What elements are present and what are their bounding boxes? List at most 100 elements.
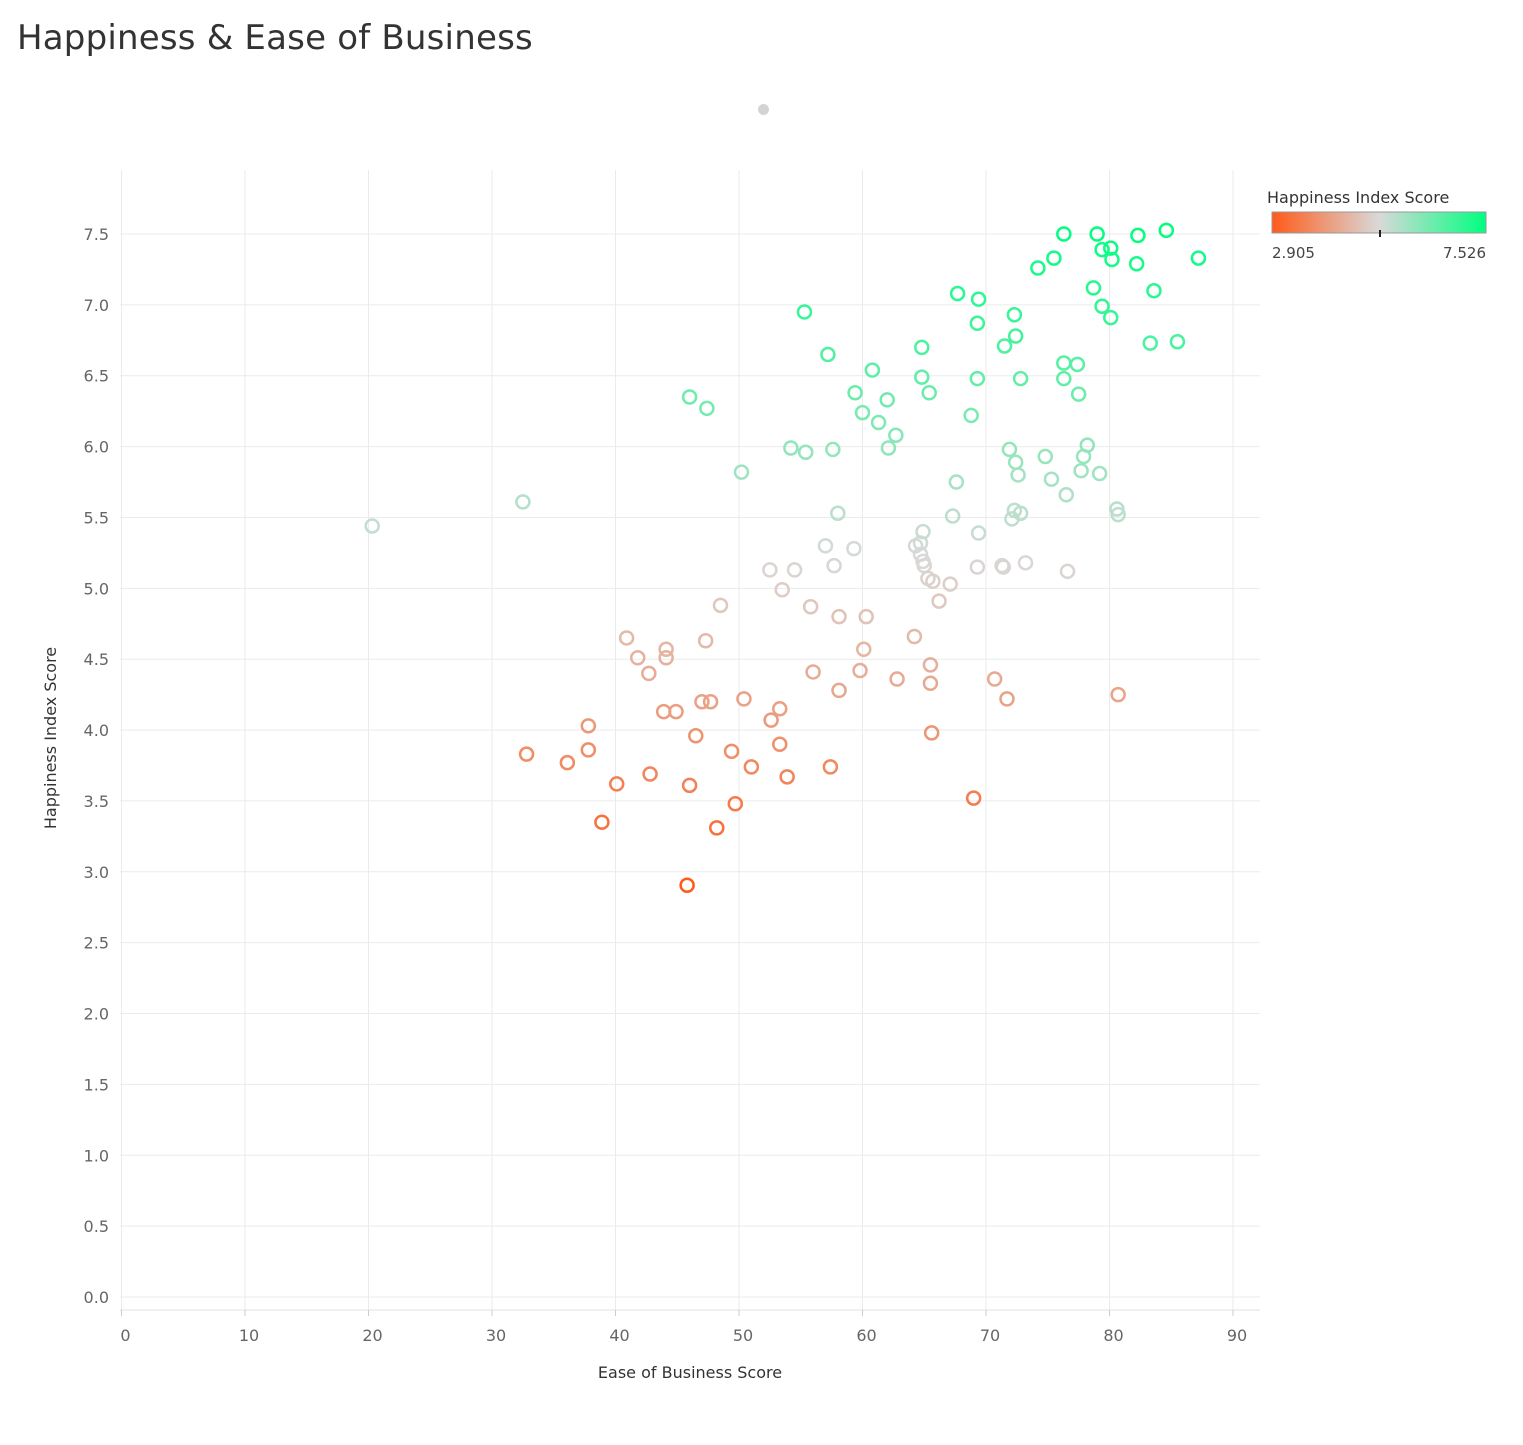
- data-point[interactable]: [1073, 462, 1089, 479]
- data-point[interactable]: [1169, 333, 1186, 350]
- data-point[interactable]: [1094, 298, 1110, 315]
- data-point[interactable]: [906, 628, 923, 645]
- data-point[interactable]: [1079, 437, 1096, 453]
- data-point[interactable]: [772, 701, 788, 717]
- data-point[interactable]: [831, 682, 847, 699]
- data-point[interactable]: [921, 384, 937, 401]
- data-point[interactable]: [817, 538, 834, 554]
- data-point[interactable]: [774, 582, 790, 598]
- data-point[interactable]: [831, 608, 847, 625]
- data-point[interactable]: [1007, 454, 1024, 470]
- data-point[interactable]: [1130, 227, 1146, 244]
- data-point[interactable]: [779, 769, 795, 785]
- data-point[interactable]: [1010, 467, 1026, 483]
- data-point[interactable]: [364, 518, 380, 534]
- data-point[interactable]: [658, 641, 674, 658]
- data-point[interactable]: [880, 440, 897, 456]
- data-point[interactable]: [712, 597, 729, 614]
- page-indicator-dot[interactable]: [758, 104, 769, 115]
- data-point[interactable]: [679, 877, 695, 894]
- data-point[interactable]: [1070, 386, 1087, 402]
- data-point[interactable]: [970, 291, 987, 307]
- data-point[interactable]: [559, 754, 576, 771]
- data-point[interactable]: [969, 370, 986, 387]
- data-point[interactable]: [1102, 309, 1119, 326]
- data-point[interactable]: [1043, 471, 1060, 487]
- data-point[interactable]: [797, 444, 814, 461]
- data-point[interactable]: [642, 766, 658, 782]
- data-point[interactable]: [996, 338, 1013, 354]
- data-point[interactable]: [594, 814, 610, 830]
- data-point[interactable]: [1190, 250, 1207, 266]
- data-point[interactable]: [826, 557, 842, 574]
- data-point[interactable]: [995, 559, 1012, 575]
- data-point[interactable]: [805, 664, 821, 680]
- data-point[interactable]: [922, 675, 939, 692]
- data-point[interactable]: [1046, 250, 1062, 266]
- data-point[interactable]: [1059, 563, 1076, 580]
- data-point[interactable]: [743, 759, 760, 775]
- data-point[interactable]: [858, 608, 874, 625]
- data-point[interactable]: [1094, 241, 1110, 258]
- data-point[interactable]: [658, 650, 674, 666]
- data-point[interactable]: [854, 404, 871, 421]
- data-point[interactable]: [681, 777, 698, 794]
- data-point[interactable]: [965, 790, 982, 806]
- data-point[interactable]: [697, 633, 714, 649]
- data-point[interactable]: [852, 662, 868, 679]
- data-point[interactable]: [1089, 226, 1105, 242]
- data-point[interactable]: [1012, 505, 1029, 521]
- data-point[interactable]: [888, 427, 904, 444]
- data-point[interactable]: [1085, 280, 1102, 296]
- data-point[interactable]: [1069, 356, 1086, 373]
- data-point[interactable]: [1142, 335, 1159, 351]
- data-point[interactable]: [825, 441, 841, 458]
- data-point[interactable]: [1158, 222, 1175, 239]
- data-point[interactable]: [1128, 256, 1145, 272]
- data-point[interactable]: [641, 665, 657, 682]
- data-point[interactable]: [1110, 506, 1126, 523]
- data-point[interactable]: [802, 599, 819, 615]
- data-point[interactable]: [830, 505, 846, 521]
- data-point[interactable]: [925, 573, 941, 589]
- data-point[interactable]: [923, 725, 940, 741]
- data-point[interactable]: [1030, 260, 1046, 276]
- data-point[interactable]: [949, 285, 966, 302]
- data-point[interactable]: [870, 414, 887, 431]
- color-legend[interactable]: Happiness Index Score 2.905 7.526: [1267, 188, 1487, 262]
- data-point[interactable]: [608, 776, 625, 792]
- data-point[interactable]: [702, 693, 719, 710]
- data-point[interactable]: [1001, 441, 1018, 458]
- data-point[interactable]: [986, 671, 1003, 687]
- data-point[interactable]: [948, 474, 965, 490]
- data-point[interactable]: [796, 304, 813, 320]
- data-point[interactable]: [847, 384, 863, 401]
- data-point[interactable]: [915, 523, 931, 540]
- data-point[interactable]: [1056, 370, 1072, 387]
- data-point[interactable]: [762, 562, 778, 578]
- data-point[interactable]: [1091, 465, 1108, 482]
- data-point[interactable]: [668, 703, 684, 720]
- data-point[interactable]: [1146, 282, 1162, 299]
- data-point[interactable]: [999, 691, 1015, 707]
- data-point[interactable]: [618, 630, 635, 646]
- data-point[interactable]: [699, 400, 715, 417]
- data-point[interactable]: [914, 339, 930, 356]
- data-point[interactable]: [889, 671, 905, 687]
- data-point[interactable]: [1058, 487, 1075, 503]
- data-point[interactable]: [580, 718, 597, 734]
- data-point[interactable]: [723, 743, 740, 760]
- data-point[interactable]: [1037, 448, 1054, 465]
- data-point[interactable]: [969, 559, 986, 575]
- data-point[interactable]: [1007, 328, 1024, 344]
- data-point[interactable]: [879, 392, 895, 408]
- data-point[interactable]: [922, 657, 939, 673]
- data-point[interactable]: [944, 508, 961, 524]
- data-point[interactable]: [822, 759, 839, 775]
- data-point[interactable]: [864, 362, 881, 378]
- data-point[interactable]: [580, 742, 597, 758]
- data-point[interactable]: [1056, 355, 1072, 371]
- data-point[interactable]: [727, 796, 744, 812]
- data-point[interactable]: [515, 494, 531, 510]
- data-point[interactable]: [694, 693, 710, 710]
